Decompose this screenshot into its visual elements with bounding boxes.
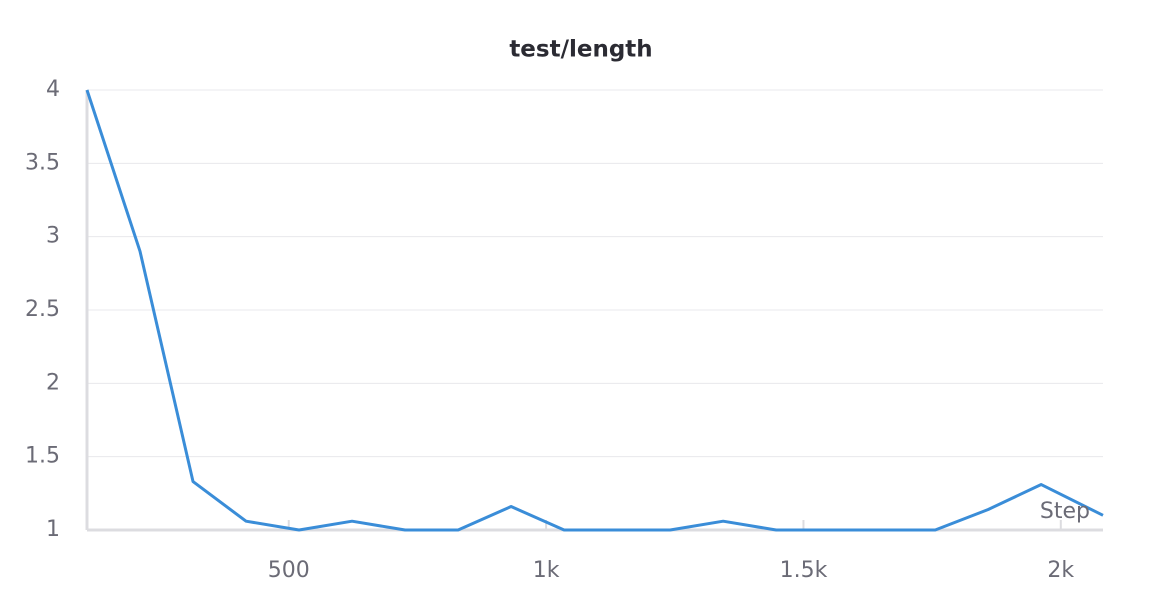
x-tick-label: 1k (533, 558, 560, 583)
y-tick-label: 4 (46, 77, 60, 102)
chart-title: test/length (509, 37, 652, 63)
x-tick-label: 2k (1047, 558, 1074, 583)
y-tick-label: 1.5 (25, 444, 60, 469)
y-tick-label: 2.5 (25, 297, 60, 322)
y-tick-label: 3 (46, 224, 60, 249)
x-tick-label: 1.5k (780, 558, 828, 583)
x-axis-label: Step (1040, 499, 1090, 524)
y-tick-label: 1 (46, 517, 60, 542)
y-tick-label: 2 (46, 370, 60, 395)
x-tick-label: 500 (268, 558, 310, 583)
y-tick-label: 3.5 (25, 150, 60, 175)
line (85, 89, 1104, 532)
